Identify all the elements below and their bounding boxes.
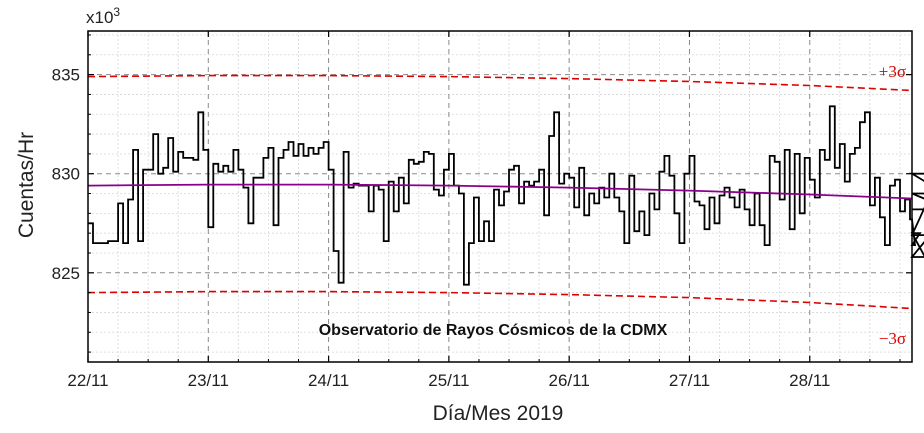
y-multiplier: x103 [86,5,120,27]
y-multiplier-base: x10 [86,8,113,27]
x-tick-label: 22/11 [67,371,108,390]
x-axis-title: Día/Mes 2019 [433,402,564,425]
lower-sigma-label: −3σ [879,329,906,348]
y-tick-label: 830 [52,165,80,184]
x-tick-label: 25/11 [428,371,469,390]
upper-3sigma-line [87,74,913,92]
ticks: 22/11 23/11 24/11 25/11 26/11 27/11 28/11 825 83… [52,31,912,390]
x-tick-label: 26/11 [549,371,590,390]
y-axis-title: Cuentas/Hr [15,132,38,238]
mean-trend-line [87,183,913,200]
grid [88,31,912,362]
observatory-annotation: Observatorio de Rayos Cósmicos de la CDM… [319,322,668,339]
y-tick-label: 835 [52,66,80,85]
upper-sigma-label: +3σ [879,62,906,81]
x-tick-label: 28/11 [789,371,830,390]
hourly-counts-step-line [88,105,924,286]
plot-frame [87,30,913,363]
series-layer [87,74,924,310]
lower-3sigma-line [87,290,913,310]
x-tick-label: 23/11 [188,371,229,390]
x-tick-label: 27/11 [669,371,710,390]
y-tick-label: 825 [52,264,80,283]
x-tick-label: 24/11 [308,371,349,390]
y-multiplier-exponent: 3 [113,5,120,19]
